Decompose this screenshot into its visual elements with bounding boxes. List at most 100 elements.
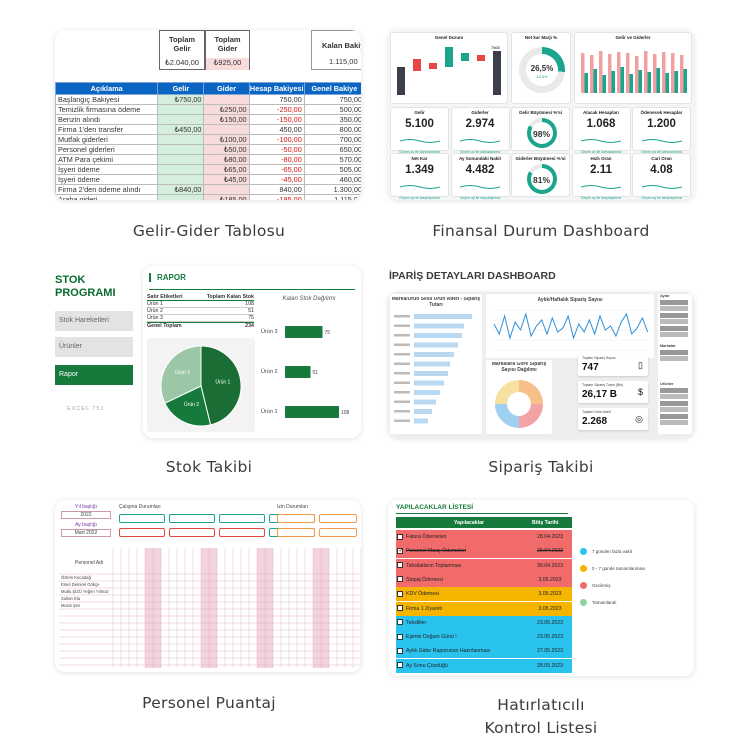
- col-yapilacaklar[interactable]: Yapılacaklar: [454, 520, 484, 526]
- cell-gider[interactable]: ₺50,00: [203, 144, 250, 155]
- cell-gider[interactable]: ₺100,00: [203, 134, 250, 145]
- cell-gelir[interactable]: [157, 114, 205, 125]
- header-genel-bakiye[interactable]: Genel Bakiye: [303, 82, 361, 95]
- header-gider[interactable]: Gider: [203, 82, 250, 95]
- cell-genel-bakiye[interactable]: 350,00: [303, 114, 361, 125]
- cell-gider[interactable]: ₺65,00: [203, 164, 250, 175]
- cell-hesap-bakiyesi[interactable]: -185,00: [248, 194, 305, 200]
- filter-option[interactable]: [660, 325, 688, 331]
- cell-gider[interactable]: [203, 94, 250, 105]
- todo-row[interactable]: Ay Sonu Çözdüğü 28.05.2023: [396, 658, 572, 673]
- yapilacaklar-card[interactable]: YAPILACAKLAR LİSTESİ Yapılacaklar Bitiş …: [388, 500, 694, 676]
- gelir-gider-table[interactable]: Açıklama Gelir Gider Hesap Bakiyesi Gene…: [55, 82, 361, 200]
- cell-gelir[interactable]: [157, 144, 205, 155]
- cell-gider[interactable]: ₺45,00: [203, 174, 250, 185]
- filter-option[interactable]: [660, 319, 688, 324]
- cell-aciklama[interactable]: Firma 2'den ödeme alındı: [55, 184, 159, 195]
- cell-genel-bakiye[interactable]: 505,00: [303, 164, 361, 175]
- cell-gider[interactable]: ₺80,00: [203, 154, 250, 165]
- todo-row[interactable]: ✓ Personel Maaş Ödemeleri 29.04.2023: [396, 544, 572, 559]
- table-row[interactable]: Benzin alındı ₺150,00 -150,00 350,00: [55, 114, 361, 125]
- cell-gider[interactable]: [203, 184, 250, 195]
- filter-option[interactable]: [660, 356, 688, 361]
- cell-hesap-bakiyesi[interactable]: 840,00: [248, 184, 305, 195]
- siparis-card[interactable]: Marka/Ürün Sesli Ürün Adeti - Sipariş Tu…: [388, 292, 694, 438]
- filter-option[interactable]: [660, 413, 688, 419]
- menu-rapor[interactable]: Rapor: [55, 365, 133, 385]
- cell-gelir[interactable]: [157, 104, 205, 115]
- todo-checkbox[interactable]: [397, 619, 403, 626]
- todo-checkbox[interactable]: [397, 647, 403, 654]
- cell-aciklama[interactable]: Araba gideri: [55, 194, 159, 200]
- cell-hesap-bakiyesi[interactable]: -150,00: [248, 114, 305, 125]
- table-row[interactable]: İşyeri ödeme ₺65,00 -65,00 505,00: [55, 164, 361, 175]
- cell-hesap-bakiyesi[interactable]: 750,00: [248, 94, 305, 105]
- yil-value[interactable]: 2022: [61, 511, 111, 519]
- col-bitis-tarihi[interactable]: Bitiş Tarihi: [532, 520, 559, 526]
- cell-hesap-bakiyesi[interactable]: -80,00: [248, 154, 305, 165]
- table-row[interactable]: Firma 1'den transfer ₺450,00 450,00 800,00: [55, 124, 361, 135]
- todo-row[interactable]: Firma 1 Ziyareti 3.05.2023: [396, 601, 572, 616]
- todo-row[interactable]: KDV Ödemesi 3.05.2023: [396, 587, 572, 602]
- cell-gider[interactable]: ₺250,00: [203, 104, 250, 115]
- table-row[interactable]: İşyeri ödeme ₺45,00 -45,00 460,00: [55, 174, 361, 185]
- todo-row[interactable]: Tahsilatların Toplanması 30.04.2023: [396, 558, 572, 573]
- filter-option[interactable]: [660, 332, 688, 337]
- cell-aciklama[interactable]: İşyeri ödeme: [55, 174, 159, 185]
- todo-row[interactable]: Aylık Gider Raporunun Hazırlanması 27.05.…: [396, 644, 572, 659]
- cell-gelir[interactable]: [157, 164, 205, 175]
- cell-hesap-bakiyesi[interactable]: -100,00: [248, 134, 305, 145]
- ay-value[interactable]: Mart 2022: [61, 529, 111, 537]
- cell-genel-bakiye[interactable]: 570,00: [303, 154, 361, 165]
- todo-checkbox[interactable]: ✓: [397, 547, 404, 554]
- cell-gider[interactable]: ₺185,00: [203, 194, 250, 200]
- cell-aciklama[interactable]: ATM Para çekimi: [55, 154, 159, 165]
- cell-aciklama[interactable]: Başlangıç Bakiyesi: [55, 94, 159, 105]
- filter-option[interactable]: [660, 349, 688, 355]
- todo-checkbox[interactable]: [397, 533, 403, 540]
- header-hesap-bakiyesi[interactable]: Hesap Bakiyesi: [248, 82, 305, 95]
- todo-checkbox[interactable]: [397, 590, 403, 597]
- cell-aciklama[interactable]: Personel giderleri: [55, 144, 159, 155]
- cell-genel-bakiye[interactable]: 1.300,00: [303, 184, 361, 195]
- cell-genel-bakiye[interactable]: 650,00: [303, 144, 361, 155]
- cell-aciklama[interactable]: Temizlik firmasına ödeme: [55, 104, 159, 115]
- todo-checkbox[interactable]: [397, 633, 403, 640]
- cell-hesap-bakiyesi[interactable]: -50,00: [248, 144, 305, 155]
- todo-row[interactable]: Eşimin Doğum Günü ! 23.05.2023: [396, 630, 572, 645]
- cell-gider[interactable]: ₺150,00: [203, 114, 250, 125]
- header-aciklama[interactable]: Açıklama: [55, 82, 159, 95]
- table-row[interactable]: Firma 2'den ödeme alındı ₺840,00 840,00 1.3…: [55, 184, 361, 195]
- finansal-durum-card[interactable]: Genel Durum 7500 Net kar Marjı % 26,5% 1…: [388, 30, 694, 200]
- filter-option[interactable]: [660, 420, 688, 425]
- filter-option[interactable]: [660, 400, 688, 406]
- cell-genel-bakiye[interactable]: 460,00: [303, 174, 361, 185]
- stok-rapor-card[interactable]: RAPOR Satır Etiketleri Toplam Kalan Stok…: [143, 266, 361, 438]
- table-row[interactable]: Temizlik firmasına ödeme ₺250,00 -250,00 50…: [55, 104, 361, 115]
- table-row[interactable]: Personel giderleri ₺50,00 -50,00 650,00: [55, 144, 361, 155]
- cell-genel-bakiye[interactable]: 800,00: [303, 124, 361, 135]
- cell-aciklama[interactable]: İşyeri ödeme: [55, 164, 159, 175]
- filter-option[interactable]: [660, 299, 688, 305]
- cell-hesap-bakiyesi[interactable]: -65,00: [248, 164, 305, 175]
- cell-genel-bakiye[interactable]: 750,00: [303, 94, 361, 105]
- cell-genel-bakiye[interactable]: 700,00: [303, 134, 361, 145]
- cell-gelir[interactable]: ₺840,00: [157, 184, 205, 195]
- cell-genel-bakiye[interactable]: 500,00: [303, 104, 361, 115]
- cell-aciklama[interactable]: Firma 1'den transfer: [55, 124, 159, 135]
- cell-gelir[interactable]: [157, 134, 205, 145]
- filter-option[interactable]: [660, 394, 688, 399]
- todo-checkbox[interactable]: [397, 562, 403, 569]
- menu-urunler[interactable]: Ürünler: [55, 337, 133, 357]
- filter-option[interactable]: [660, 306, 688, 311]
- cell-gelir[interactable]: [157, 194, 205, 200]
- cell-hesap-bakiyesi[interactable]: -45,00: [248, 174, 305, 185]
- table-row[interactable]: Mutfak giderleri ₺100,00 -100,00 700,00: [55, 134, 361, 145]
- cell-gelir[interactable]: [157, 154, 205, 165]
- todo-row[interactable]: Tekstiller 23.05.2023: [396, 615, 572, 630]
- header-gelir[interactable]: Gelir: [157, 82, 205, 95]
- table-row[interactable]: Araba gideri ₺185,00 -185,00 1.115,00: [55, 194, 361, 200]
- cell-gider[interactable]: [203, 124, 250, 135]
- cell-hesap-bakiyesi[interactable]: 450,00: [248, 124, 305, 135]
- filter-option[interactable]: [660, 407, 688, 412]
